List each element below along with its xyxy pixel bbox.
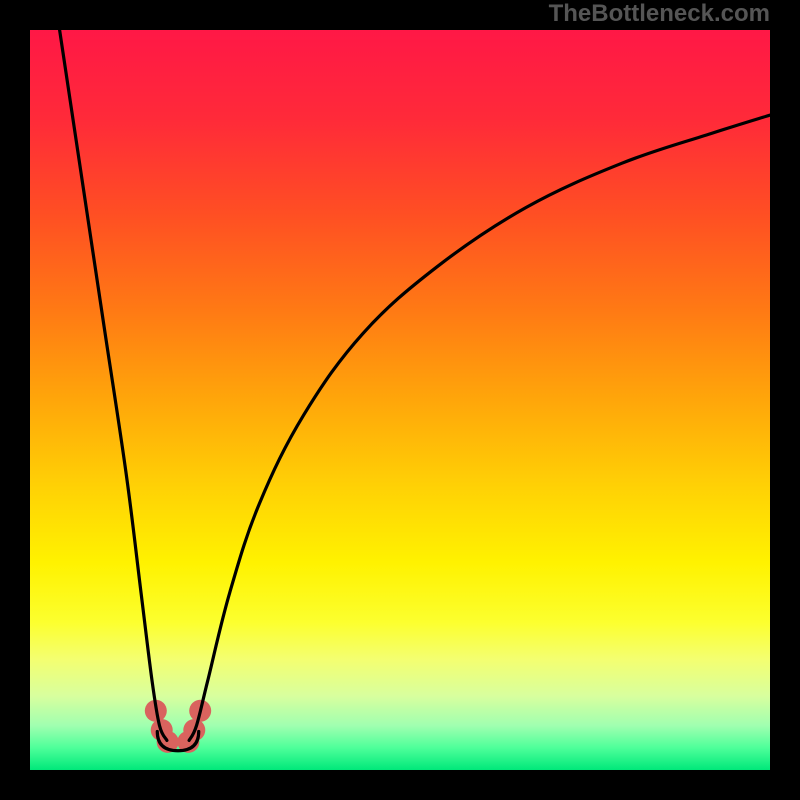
chart-frame: TheBottleneck.com xyxy=(0,0,800,800)
watermark-text: TheBottleneck.com xyxy=(549,0,770,28)
plot-area xyxy=(30,30,770,770)
chart-svg xyxy=(30,30,770,770)
